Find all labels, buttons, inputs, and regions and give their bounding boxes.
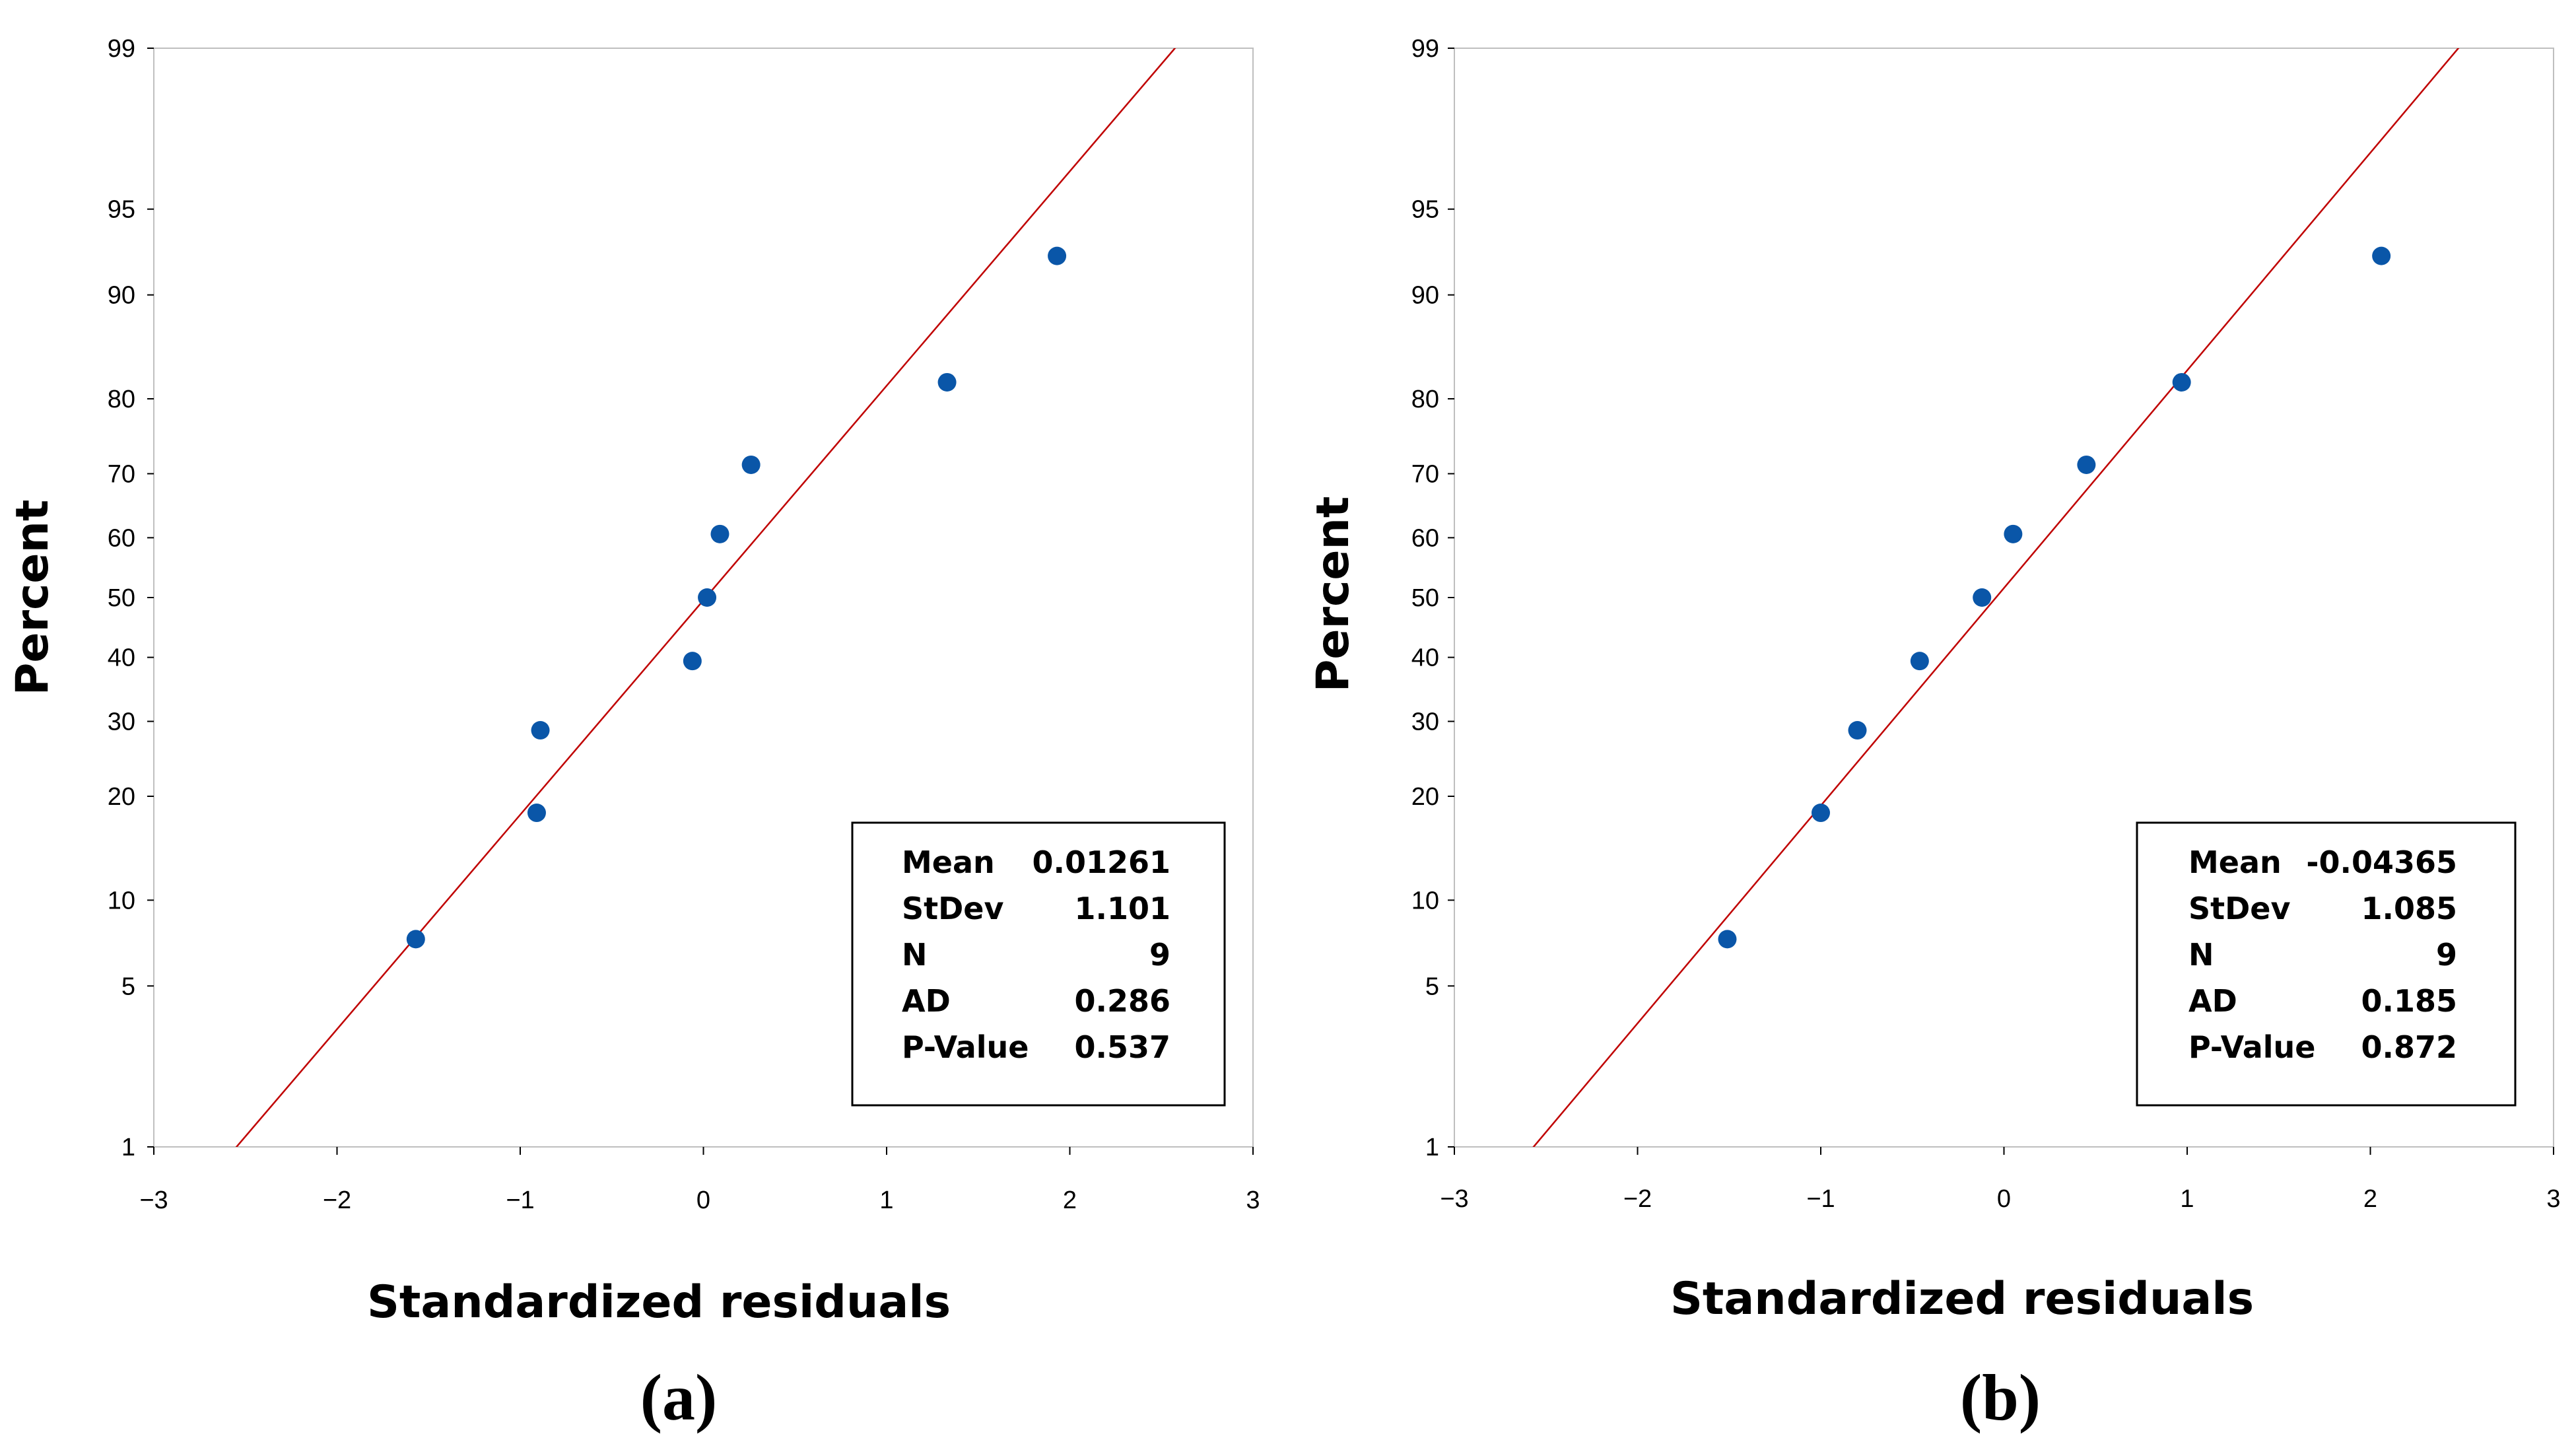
y-tick-label: 20	[1411, 783, 1439, 811]
y-tick-label: 70	[1411, 460, 1439, 488]
y-tick-label: 10	[1411, 887, 1439, 914]
x-tick-label: 3	[2546, 1185, 2560, 1213]
stat-label: N	[2188, 937, 2214, 973]
panel-a: 1 5 10 20 30 40 50 60 70 80 90 95 99 −3 −2 −1 0 1 2 3 Standa…	[7, 35, 1260, 1434]
panel-caption: (a)	[640, 1361, 718, 1434]
stat-value: 0.286	[1074, 983, 1170, 1019]
y-tick-label: 40	[1411, 644, 1439, 672]
stat-label: P-Value	[902, 1029, 1029, 1065]
x-tick-label: 1	[2180, 1185, 2194, 1213]
x-tick-label: −2	[1623, 1185, 1652, 1213]
y-tick-label: 99	[1411, 35, 1439, 63]
data-point	[406, 930, 425, 949]
data-point	[741, 455, 761, 474]
data-point	[531, 721, 550, 740]
stat-value: 0.185	[2361, 983, 2457, 1019]
stat-value: 1.101	[1074, 891, 1170, 926]
stat-label: Mean	[902, 844, 995, 880]
y-axis-title: Percent	[1307, 497, 1359, 693]
y-tick-label: 1	[121, 1134, 135, 1161]
data-point	[1718, 930, 1737, 949]
y-tick-label: 50	[108, 584, 135, 612]
x-tick-label: 0	[696, 1186, 710, 1214]
x-tick-label: 3	[1246, 1186, 1260, 1214]
y-tick-label: 95	[1411, 196, 1439, 224]
y-tick-label: 30	[1411, 708, 1439, 736]
stat-label: Mean	[2188, 844, 2282, 880]
data-point	[2004, 524, 2023, 543]
data-point	[2077, 455, 2096, 474]
stat-label: P-Value	[2188, 1029, 2316, 1065]
stat-value: 1.085	[2361, 891, 2457, 926]
stat-value: 9	[1149, 937, 1170, 973]
panel-b: 1 5 10 20 30 40 50 60 70 80 90 95 99 −3 −2 −1 0 1 2 3 Standa…	[1307, 35, 2561, 1434]
stat-label: AD	[902, 983, 951, 1019]
data-point	[710, 524, 729, 543]
data-point	[937, 372, 957, 392]
y-tick-label: 40	[108, 644, 135, 672]
stat-value: -0.04365	[2306, 844, 2457, 880]
x-axis-title: Standardized residuals	[367, 1276, 951, 1328]
y-tick-label: 80	[108, 386, 135, 413]
data-point	[2372, 246, 2391, 265]
stats-box	[2136, 821, 2517, 1107]
x-tick-label: −3	[139, 1186, 168, 1214]
x-tick-label: 0	[1997, 1185, 2011, 1213]
stat-label: AD	[2188, 983, 2237, 1019]
x-tick-label: 2	[1063, 1186, 1077, 1214]
data-point	[1048, 246, 1067, 265]
x-tick-label: −1	[1806, 1185, 1835, 1213]
data-point	[1973, 588, 1992, 607]
y-tick-label: 1	[1425, 1134, 1439, 1161]
data-point	[1848, 721, 1867, 740]
y-tick-label: 70	[108, 460, 135, 488]
stat-value: 9	[2436, 937, 2457, 973]
x-tick-label: −3	[1440, 1185, 1468, 1213]
y-tick-label: 50	[1411, 584, 1439, 612]
stat-label: StDev	[902, 891, 1004, 926]
panel-caption: (b)	[1960, 1361, 2041, 1434]
data-point	[2172, 372, 2191, 392]
x-tick-label: −1	[506, 1186, 534, 1214]
y-tick-label: 90	[1411, 282, 1439, 310]
y-tick-label: 10	[108, 887, 135, 914]
stat-label: StDev	[2188, 891, 2291, 926]
y-tick-label: 30	[108, 708, 135, 736]
stat-value: 0.872	[2361, 1029, 2457, 1065]
y-axis-title: Percent	[7, 500, 59, 696]
y-tick-label: 95	[108, 196, 135, 224]
data-point	[683, 652, 702, 671]
y-tick-label: 20	[108, 783, 135, 811]
data-point	[698, 588, 717, 607]
data-point	[1910, 652, 1929, 671]
y-tick-label: 60	[1411, 524, 1439, 552]
stat-label: N	[902, 937, 928, 973]
y-tick-label: 90	[108, 282, 135, 310]
x-tick-label: −2	[323, 1186, 351, 1214]
stats-box	[851, 821, 1226, 1107]
fit-line	[1532, 48, 2460, 1147]
stat-value: 0.537	[1074, 1029, 1170, 1065]
y-tick-label: 99	[108, 35, 135, 63]
x-tick-label: 2	[2363, 1185, 2377, 1213]
y-tick-label: 5	[121, 973, 135, 1000]
x-tick-label: 1	[879, 1186, 893, 1214]
data-point	[1812, 804, 1830, 823]
stat-value: 0.01261	[1032, 844, 1170, 880]
y-tick-label: 60	[108, 524, 135, 552]
x-axis-title: Standardized residuals	[1670, 1273, 2254, 1325]
data-point	[527, 804, 546, 823]
y-tick-label: 80	[1411, 386, 1439, 413]
y-tick-label: 5	[1425, 973, 1439, 1000]
